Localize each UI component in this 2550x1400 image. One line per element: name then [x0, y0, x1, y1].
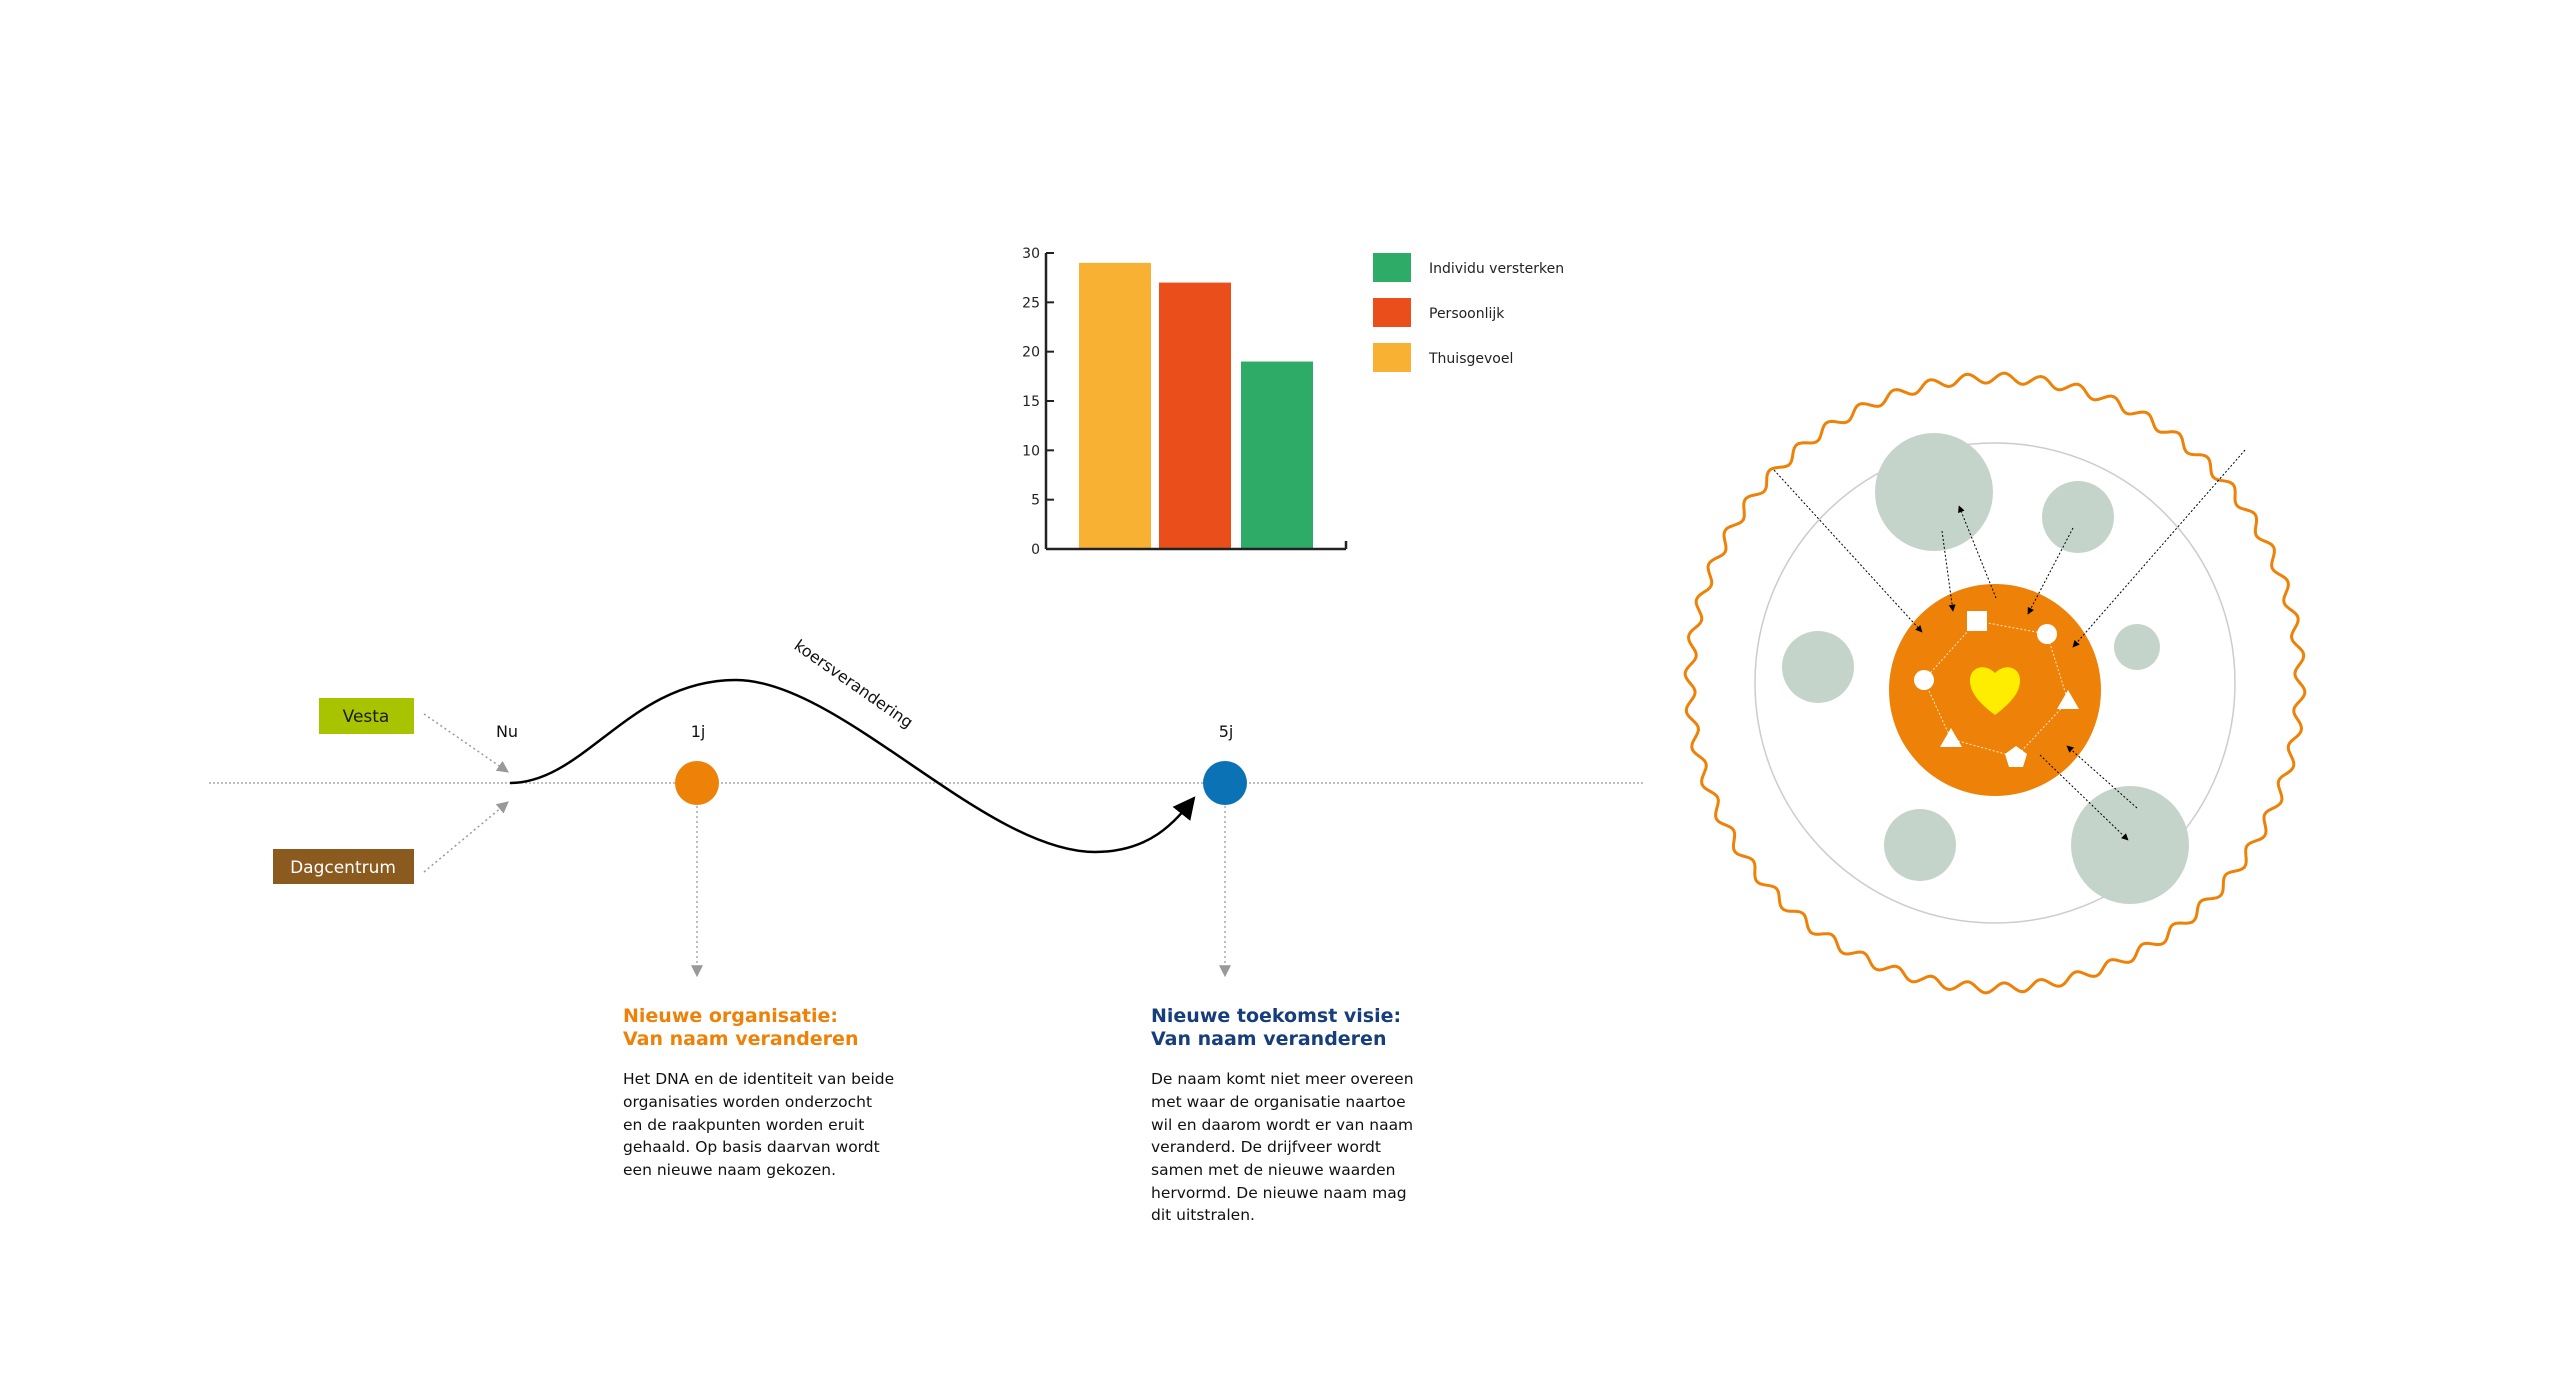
milestone-description: Nieuwe toekomst visie: Van naam verander…	[1151, 1005, 1414, 1224]
milestone-description: Nieuwe organisatie: Van naam veranderen …	[623, 1005, 894, 1179]
milestone-heading: Van naam veranderen	[623, 1028, 858, 1050]
bars	[1079, 262, 1313, 549]
y-tick-label: 15	[1022, 394, 1040, 410]
arrow	[2066, 745, 2138, 809]
square-shape	[1967, 611, 1987, 631]
y-tick-label: 25	[1022, 295, 1040, 311]
course-change-curve	[509, 678, 1196, 854]
triangle-shape	[1940, 728, 1962, 747]
milestone-body-line: veranderd. De drijfveer wordt	[1151, 1138, 1381, 1156]
satellites	[1782, 433, 2189, 904]
satellite-circle	[2071, 786, 2189, 904]
bar-individu-versterken	[1241, 361, 1313, 549]
bar-persoonlijk	[1159, 282, 1231, 549]
satellite-circle	[1884, 809, 1956, 881]
milestone-dot	[675, 761, 719, 805]
milestone-body-line: en de raakpunten worden eruit	[623, 1116, 864, 1134]
y-tick-label: 5	[1031, 493, 1040, 509]
y-tick-label: 0	[1031, 542, 1040, 558]
milestone-dot	[1203, 761, 1247, 805]
legend-swatch	[1373, 298, 1411, 327]
milestone-body-line: gehaald. Op basis daarvan wordt	[623, 1138, 880, 1156]
milestone-body-line: dit uitstralen.	[1151, 1206, 1255, 1224]
y-tick-label: 20	[1022, 345, 1040, 361]
milestone-heading: Nieuwe toekomst visie:	[1151, 1005, 1401, 1027]
arrow	[1941, 530, 1956, 612]
milestone-body-line: samen met de nieuwe waarden	[1151, 1161, 1396, 1179]
bar-chart: 0 5 10 15 20 25 30 Individu versterken Persoon…	[1022, 246, 1564, 558]
legend-label: Persoonlijk	[1429, 306, 1505, 322]
ring-diagram	[1683, 371, 2307, 995]
bar-thuisgevoel	[1079, 262, 1151, 549]
milestone-heading: Nieuwe organisatie:	[623, 1005, 838, 1027]
vesta-box	[319, 698, 414, 734]
curve-label: koersverandering	[791, 636, 917, 732]
legend-swatch	[1373, 343, 1411, 372]
legend: Individu versterken Persoonlijk Thuisgev…	[1373, 253, 1564, 372]
y-ticks: 0 5 10 15 20 25 30	[1022, 246, 1054, 558]
milestone-body-line: De naam komt niet meer overeen	[1151, 1070, 1414, 1088]
arrow	[2039, 754, 2129, 841]
wavy-outer-ring	[1683, 371, 2307, 995]
milestone-body-line: wil en daarom wordt er van naam	[1151, 1116, 1413, 1134]
vesta-label: Vesta	[343, 707, 390, 727]
legend-label: Thuisgevoel	[1428, 351, 1513, 367]
inner-orbit	[1754, 442, 2236, 924]
arrow	[1958, 505, 1997, 599]
triangle-shape	[2057, 690, 2079, 709]
satellite-circle	[1875, 433, 1993, 551]
arrows	[1773, 449, 2246, 841]
dagcentrum-arrow	[423, 801, 509, 873]
y-tick-label: 30	[1022, 246, 1040, 262]
legend-swatch	[1373, 253, 1411, 282]
legend-label: Individu versterken	[1429, 261, 1564, 277]
arrow	[1773, 469, 1923, 633]
arrow	[2072, 449, 2246, 648]
timeline: Vesta Dagcentrum Nu koersverandering 1j …	[209, 636, 1643, 1224]
milestone-body-line: met waar de organisatie naartoe	[1151, 1093, 1406, 1111]
milestone-body-line: organisaties worden onderzocht	[623, 1093, 872, 1111]
milestone-body-line: een nieuwe naam gekozen.	[623, 1161, 836, 1179]
milestone-heading: Van naam veranderen	[1151, 1028, 1386, 1050]
pentagon-shape	[2005, 746, 2027, 767]
y-tick-label: 10	[1022, 443, 1040, 459]
milestone-label: 5j	[1219, 722, 1234, 741]
heart-icon	[1970, 667, 2020, 715]
milestone-body-line: Het DNA en de identiteit van beide	[623, 1070, 894, 1088]
satellite-circle	[1782, 631, 1854, 703]
circle-shape	[1914, 670, 1934, 690]
satellite-circle	[2042, 481, 2114, 553]
start-label: Nu	[496, 722, 518, 741]
milestone-body-line: hervormd. De nieuwe naam mag	[1151, 1184, 1407, 1202]
milestone-label: 1j	[691, 722, 706, 741]
dagcentrum-label: Dagcentrum	[290, 858, 396, 878]
arrow	[2027, 527, 2074, 615]
dagcentrum-box	[273, 849, 414, 884]
vesta-arrow	[423, 713, 509, 773]
satellite-circle	[2114, 624, 2160, 670]
circle-shape	[2037, 624, 2057, 644]
